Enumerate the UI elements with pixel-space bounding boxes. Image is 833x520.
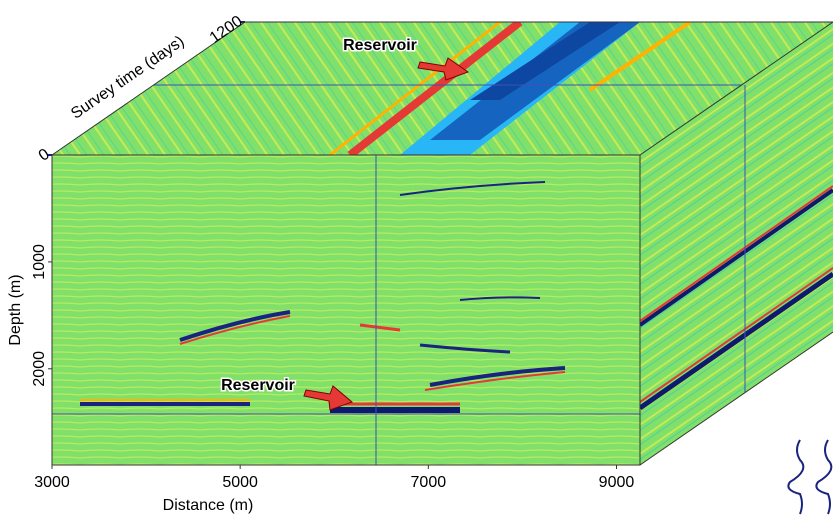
x-tick-label: 7000 [411, 474, 447, 491]
y-tick-label: 1000 [31, 244, 48, 280]
x-tick-label: 3000 [34, 474, 70, 491]
arrow [417, 57, 470, 81]
cube-edge [639, 21, 833, 156]
x-tick-label: 9000 [599, 474, 635, 491]
annotation: Reservoir [343, 37, 417, 54]
x-tick-label: 5000 [222, 474, 258, 491]
x-axis-title: Distance (m) [163, 497, 254, 514]
front-face [52, 155, 640, 465]
wiggle-icon [787, 439, 805, 515]
arrow [303, 385, 353, 411]
y-tick-label: 2000 [31, 351, 48, 387]
annotation: Reservoir [221, 377, 295, 394]
y-axis-title: Depth (m) [7, 274, 24, 345]
top-face [52, 22, 833, 155]
cube-edge [639, 331, 833, 466]
wiggle-icon [815, 439, 833, 515]
